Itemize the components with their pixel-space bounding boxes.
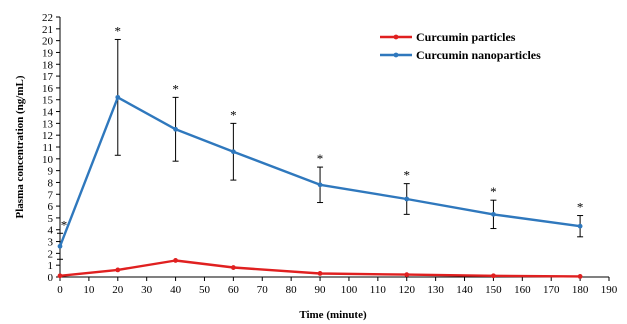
y-tick-label: 20 xyxy=(42,36,54,48)
y-tick-label: 9 xyxy=(48,166,54,178)
y-tick-label: 3 xyxy=(48,237,54,249)
significance-marks: * * * * * * * * xyxy=(61,23,584,232)
y-tick-label: 14 xyxy=(42,107,54,119)
x-tick-label: 170 xyxy=(543,284,560,296)
data-point xyxy=(404,196,410,202)
y-tick-label: 16 xyxy=(42,83,54,95)
significance-mark: * xyxy=(317,151,324,166)
x-tick-label: 0 xyxy=(57,284,63,296)
x-tick-label: 20 xyxy=(112,284,124,296)
x-tick-label: 80 xyxy=(286,284,298,296)
data-point xyxy=(317,182,323,188)
data-point xyxy=(491,211,496,217)
y-tick-label: 10 xyxy=(42,154,54,166)
data-point xyxy=(577,274,583,279)
legend-swatch-marker xyxy=(393,34,399,40)
y-tick-label: 13 xyxy=(42,118,54,130)
x-tick-label: 140 xyxy=(456,284,473,296)
data-point xyxy=(317,271,323,276)
legend-label: Curcumin nanoparticles xyxy=(416,48,541,62)
data-point xyxy=(173,258,178,263)
data-point xyxy=(577,223,583,229)
x-tick-label: 90 xyxy=(315,284,327,296)
data-point xyxy=(404,272,410,278)
y-tick-label: 17 xyxy=(42,71,54,83)
data-point xyxy=(115,267,121,273)
y-tick-label: 19 xyxy=(42,47,54,59)
data-point xyxy=(57,273,63,279)
y-tick-label: 18 xyxy=(42,59,54,71)
significance-mark: * xyxy=(403,168,410,183)
significance-mark: * xyxy=(577,200,584,215)
x-tick-label: 150 xyxy=(485,284,502,296)
data-point xyxy=(173,126,178,132)
x-tick-label: 190 xyxy=(601,284,618,296)
x-tick-label: 30 xyxy=(141,284,153,296)
significance-mark: * xyxy=(61,217,68,232)
y-tick-label: 1 xyxy=(48,260,54,272)
significance-mark: * xyxy=(172,81,179,96)
x-tick-label: 160 xyxy=(514,284,531,296)
x-axis-ticks: 0 10 20 30 40 50 60 70 80 90 100 110 120 130 140 150 160… xyxy=(57,277,618,296)
x-tick-label: 180 xyxy=(572,284,589,296)
series-line xyxy=(59,259,581,278)
legend-swatch-marker xyxy=(393,52,399,58)
y-tick-label: 15 xyxy=(42,95,54,107)
x-tick-label: 100 xyxy=(341,284,358,296)
y-axis-title: Plasma concentration (ng/mL) xyxy=(14,75,26,218)
y-tick-label: 22 xyxy=(42,12,53,24)
x-tick-label: 40 xyxy=(170,284,182,296)
x-tick-label: 120 xyxy=(398,284,415,296)
x-tick-label: 110 xyxy=(370,284,387,296)
y-tick-label: 8 xyxy=(48,177,54,189)
y-tick-label: 5 xyxy=(48,213,54,225)
x-tick-label: 50 xyxy=(199,284,211,296)
data-point xyxy=(230,149,236,155)
y-tick-label: 7 xyxy=(48,189,54,201)
y-tick-label: 6 xyxy=(48,201,54,213)
significance-mark: * xyxy=(115,23,122,38)
significance-mark: * xyxy=(490,184,497,199)
significance-mark: * xyxy=(230,107,237,122)
series-layer xyxy=(57,38,584,279)
legend-label: Curcumin particles xyxy=(416,30,516,44)
data-point xyxy=(115,94,121,100)
y-tick-label: 21 xyxy=(42,24,53,36)
series-2 xyxy=(57,38,584,260)
y-tick-label: 2 xyxy=(48,248,54,260)
x-axis-title: Time (minute) xyxy=(299,309,367,321)
x-tick-label: 130 xyxy=(427,284,444,296)
y-tick-label: 12 xyxy=(42,130,53,142)
data-point xyxy=(57,243,63,249)
y-tick-label: 4 xyxy=(48,225,54,237)
data-point xyxy=(230,265,236,270)
y-tick-label: 0 xyxy=(48,272,54,284)
x-tick-label: 10 xyxy=(83,284,95,296)
x-tick-label: 70 xyxy=(257,284,269,296)
series-1 xyxy=(57,258,583,279)
legend: Curcumin particles Curcumin nanoparticles xyxy=(380,30,541,62)
x-tick-label: 60 xyxy=(228,284,240,296)
series-line xyxy=(58,96,581,247)
data-point xyxy=(491,273,496,279)
y-tick-label: 11 xyxy=(42,142,53,154)
